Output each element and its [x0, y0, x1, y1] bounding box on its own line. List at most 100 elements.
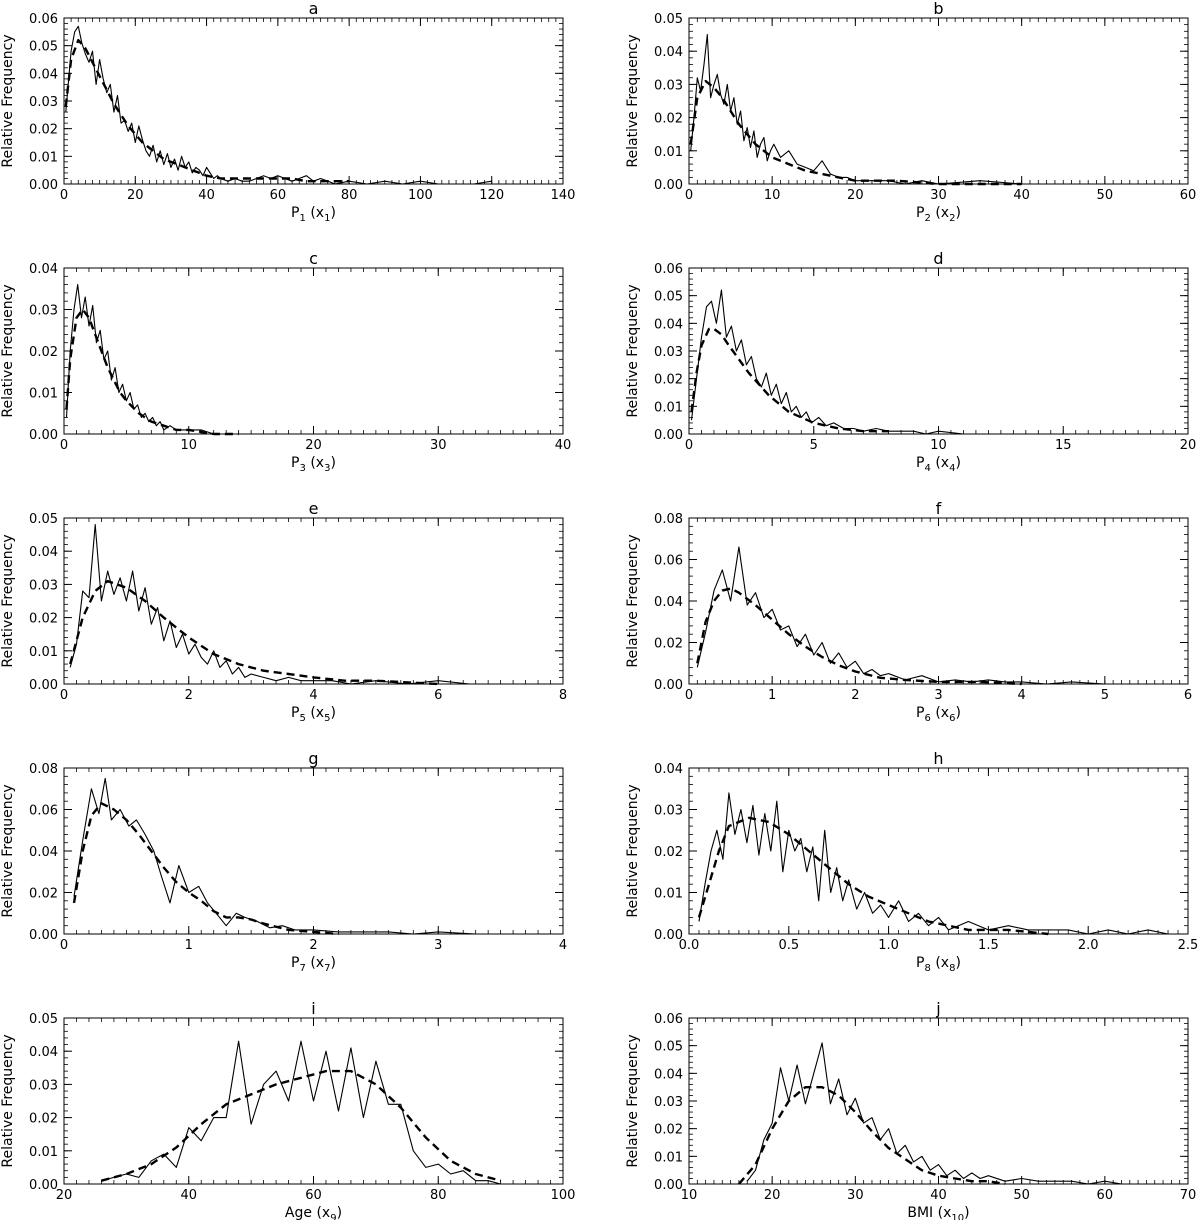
- y-tick-label: 0.02: [29, 887, 58, 902]
- y-tick-label: 0.00: [654, 928, 683, 943]
- chart-panel-e: e 0 2 4 6 8 0.00 0.01 0.02 0.03 0.04 0.05 Relative F…: [0, 499, 567, 724]
- y-tick-label: 0.00: [29, 1178, 58, 1193]
- x-label-name: P: [291, 205, 299, 221]
- x-label-name: BMI: [907, 1205, 933, 1220]
- panel-title: e: [309, 499, 319, 518]
- x-label-paren: ): [955, 705, 960, 721]
- x-label-paren: (: [306, 955, 316, 971]
- y-tick-label: 0.00: [654, 428, 683, 443]
- plot-frame: [688, 767, 1189, 935]
- y-axis-label: Relative Frequency: [0, 34, 16, 167]
- series-line-fitted-dashed: [65, 308, 239, 436]
- x-label-paren: ): [330, 455, 335, 471]
- x-label-variable: x: [943, 1205, 951, 1220]
- y-axis-label: Relative Frequency: [0, 534, 16, 667]
- y-tick-label: 0.05: [29, 40, 58, 55]
- x-tick-label: 20: [764, 1188, 781, 1203]
- y-tick-label: 0.08: [654, 512, 683, 527]
- y-tick-label: 0.03: [29, 304, 58, 319]
- y-tick-label: 0.05: [29, 1012, 58, 1027]
- x-label-paren: (: [306, 205, 316, 221]
- x-label-variable: x: [941, 455, 949, 471]
- panel-title: a: [309, 0, 319, 18]
- x-label-subscript: 7: [300, 963, 306, 974]
- y-tick-label: 0.06: [654, 554, 683, 569]
- y-tick-label: 0.04: [654, 595, 683, 610]
- x-tick-label: 40: [555, 438, 572, 453]
- chart-panel-j: j 10 20 30 40 50 60 70 0.00 0.01 0.02 0.03 0.04 0.05 0…: [625, 999, 1196, 1220]
- panel-title: i: [311, 999, 315, 1018]
- x-label-paren: ): [330, 705, 335, 721]
- chart-panel-i: i 20 40 60 80 100 0.00 0.01 0.02 0.03 0.04 0.05 Rela…: [0, 999, 575, 1220]
- x-label-variable: x: [316, 955, 324, 971]
- x-tick-label: 60: [270, 188, 287, 203]
- series-line-fitted-dashed: [696, 587, 1022, 686]
- x-label-paren: ): [964, 1205, 969, 1220]
- x-label-name: P: [291, 455, 299, 471]
- y-tick-label: 0.06: [654, 1012, 683, 1027]
- panel-title: f: [936, 499, 942, 518]
- x-tick-label: 120: [479, 188, 504, 203]
- series-line-fitted-dashed: [69, 579, 439, 686]
- x-label-subscript: 8: [925, 963, 931, 974]
- panel-title: h: [933, 749, 943, 768]
- x-tick-label: 10: [930, 438, 947, 453]
- x-label-variable: x: [322, 1205, 330, 1220]
- x-tick-label: 60: [305, 1188, 322, 1203]
- series-line-fitted-dashed: [690, 327, 889, 433]
- series-line-observed-solid: [73, 777, 514, 935]
- plot-frame: [688, 267, 1189, 435]
- x-label-paren: ): [330, 955, 335, 971]
- y-tick-label: 0.06: [29, 12, 58, 27]
- x-label-paren: (: [931, 955, 941, 971]
- x-tick-label: 6: [1184, 688, 1192, 703]
- series-line-observed-solid: [69, 524, 526, 685]
- x-label-name: P: [916, 955, 924, 971]
- x-tick-label: 100: [408, 188, 433, 203]
- y-tick-label: 0.03: [654, 78, 683, 93]
- y-axis-label: Relative Frequency: [0, 1034, 16, 1167]
- x-tick-label: 2: [309, 938, 317, 953]
- panel-title: j: [935, 999, 940, 1018]
- x-tick-label: 80: [341, 188, 358, 203]
- panel-title: c: [309, 249, 318, 268]
- y-tick-label: 0.00: [29, 678, 58, 693]
- x-label-name: Age: [285, 1205, 312, 1220]
- x-tick-label: 0: [685, 188, 693, 203]
- x-label-variable-subscript: 2: [949, 213, 955, 224]
- y-tick-label: 0.00: [654, 1178, 683, 1193]
- y-axis-label: Relative Frequency: [0, 284, 16, 417]
- x-axis-label: P8 (x8): [916, 955, 961, 974]
- y-tick-label: 0.01: [29, 150, 58, 165]
- x-tick-label: 0: [60, 188, 68, 203]
- x-tick-label: 0: [60, 688, 68, 703]
- y-tick-label: 0.00: [29, 178, 58, 193]
- y-tick-label: 0.04: [654, 317, 683, 332]
- y-tick-label: 0.01: [29, 1145, 58, 1160]
- x-label-variable: x: [941, 955, 949, 971]
- x-tick-label: 40: [930, 1188, 947, 1203]
- y-axis-label: Relative Frequency: [625, 1034, 641, 1167]
- x-label-paren: (: [931, 205, 941, 221]
- chart-panel-d: d 0 5 10 15 20 0.00 0.01 0.02 0.03 0.04 0.05 0.06 Rel…: [625, 249, 1196, 474]
- series-line-fitted-dashed: [689, 79, 1022, 186]
- x-tick-label: 20: [847, 188, 864, 203]
- y-tick-label: 0.03: [29, 578, 58, 593]
- chart-panel-b: b 0 10 20 30 40 50 60 0.00 0.01 0.02 0.03 0.04 0.05 Re…: [625, 0, 1196, 224]
- x-label-variable: x: [316, 705, 324, 721]
- x-tick-label: 100: [551, 1188, 576, 1203]
- y-tick-label: 0.04: [29, 1045, 58, 1060]
- x-label-paren: (: [931, 705, 941, 721]
- y-axis-label: Relative Frequency: [625, 534, 641, 667]
- plot-frame: [688, 1017, 1189, 1185]
- x-tick-label: 0.5: [778, 938, 799, 953]
- x-label-variable-subscript: 10: [951, 1213, 964, 1220]
- x-tick-label: 2.0: [1078, 938, 1099, 953]
- x-tick-label: 2.5: [1178, 938, 1199, 953]
- series-line-observed-solid: [696, 546, 1147, 685]
- y-tick-label: 0.01: [654, 887, 683, 902]
- y-tick-label: 0.05: [654, 1040, 683, 1055]
- x-axis-label: P5 (x5): [291, 705, 336, 724]
- y-tick-label: 0.05: [29, 512, 58, 527]
- y-tick-label: 0.00: [654, 678, 683, 693]
